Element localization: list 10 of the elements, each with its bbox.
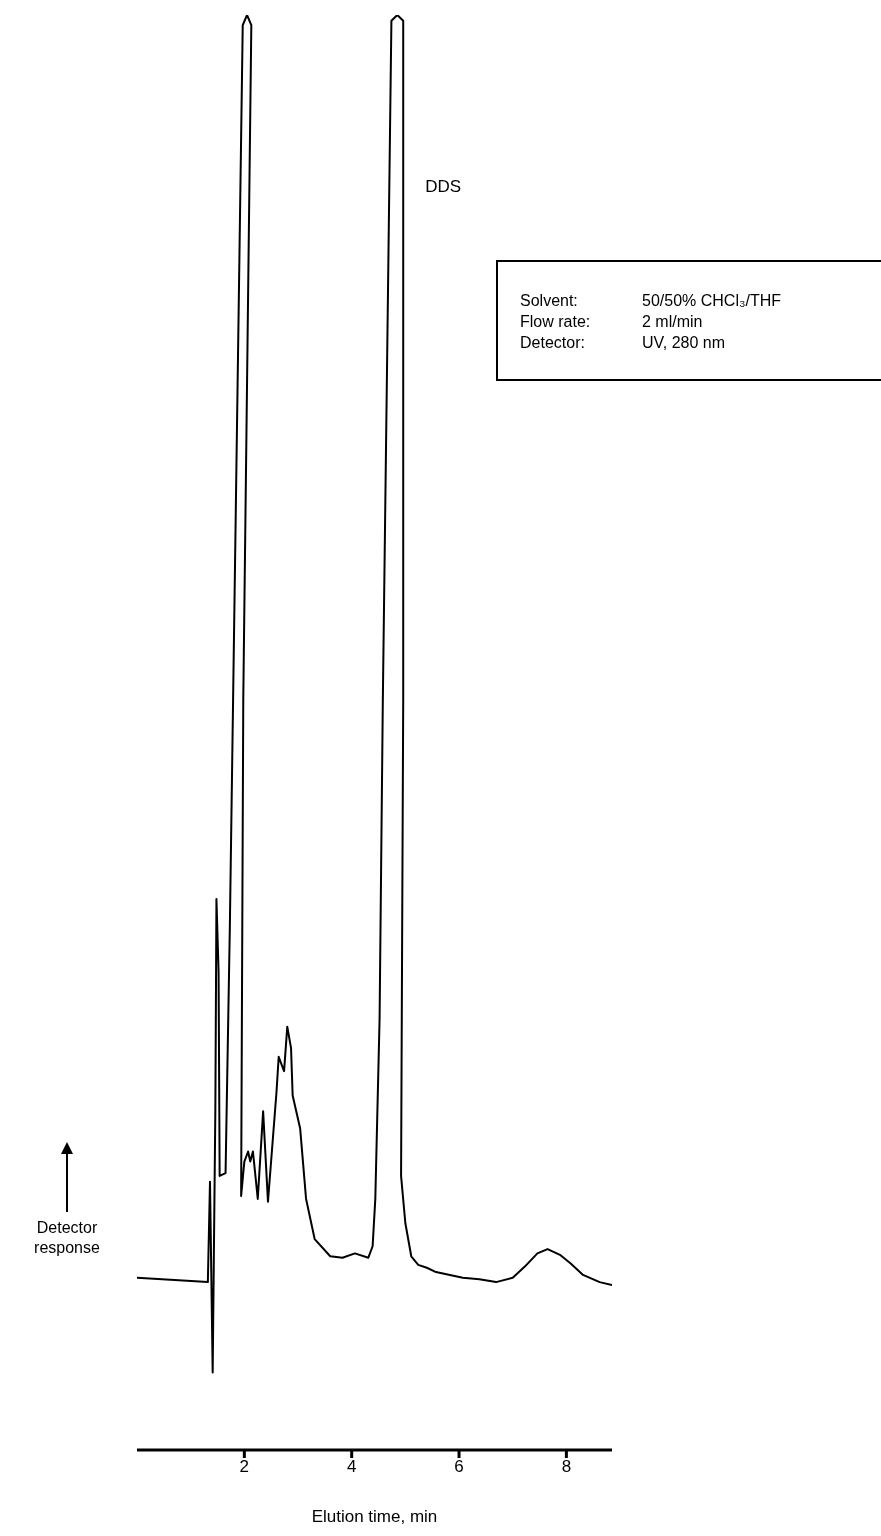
x-tick-label: 4 — [346, 1457, 357, 1477]
x-tick-label: 2 — [239, 1457, 250, 1477]
text: Detector: UV, 280 nm — [520, 334, 726, 351]
x-tick-label: 6 — [454, 1457, 464, 1477]
text: Solvent: 50/50% CHCl₃/THF — [520, 292, 781, 309]
y-axis-title: Detector response — [33, 1218, 101, 1259]
x-tick-label: 8 — [561, 1457, 572, 1477]
text: Flow rate: 2 ml/min — [520, 313, 703, 330]
annotation: DDS — [425, 176, 462, 197]
x-axis-title: Elution time, min — [311, 1507, 438, 1526]
